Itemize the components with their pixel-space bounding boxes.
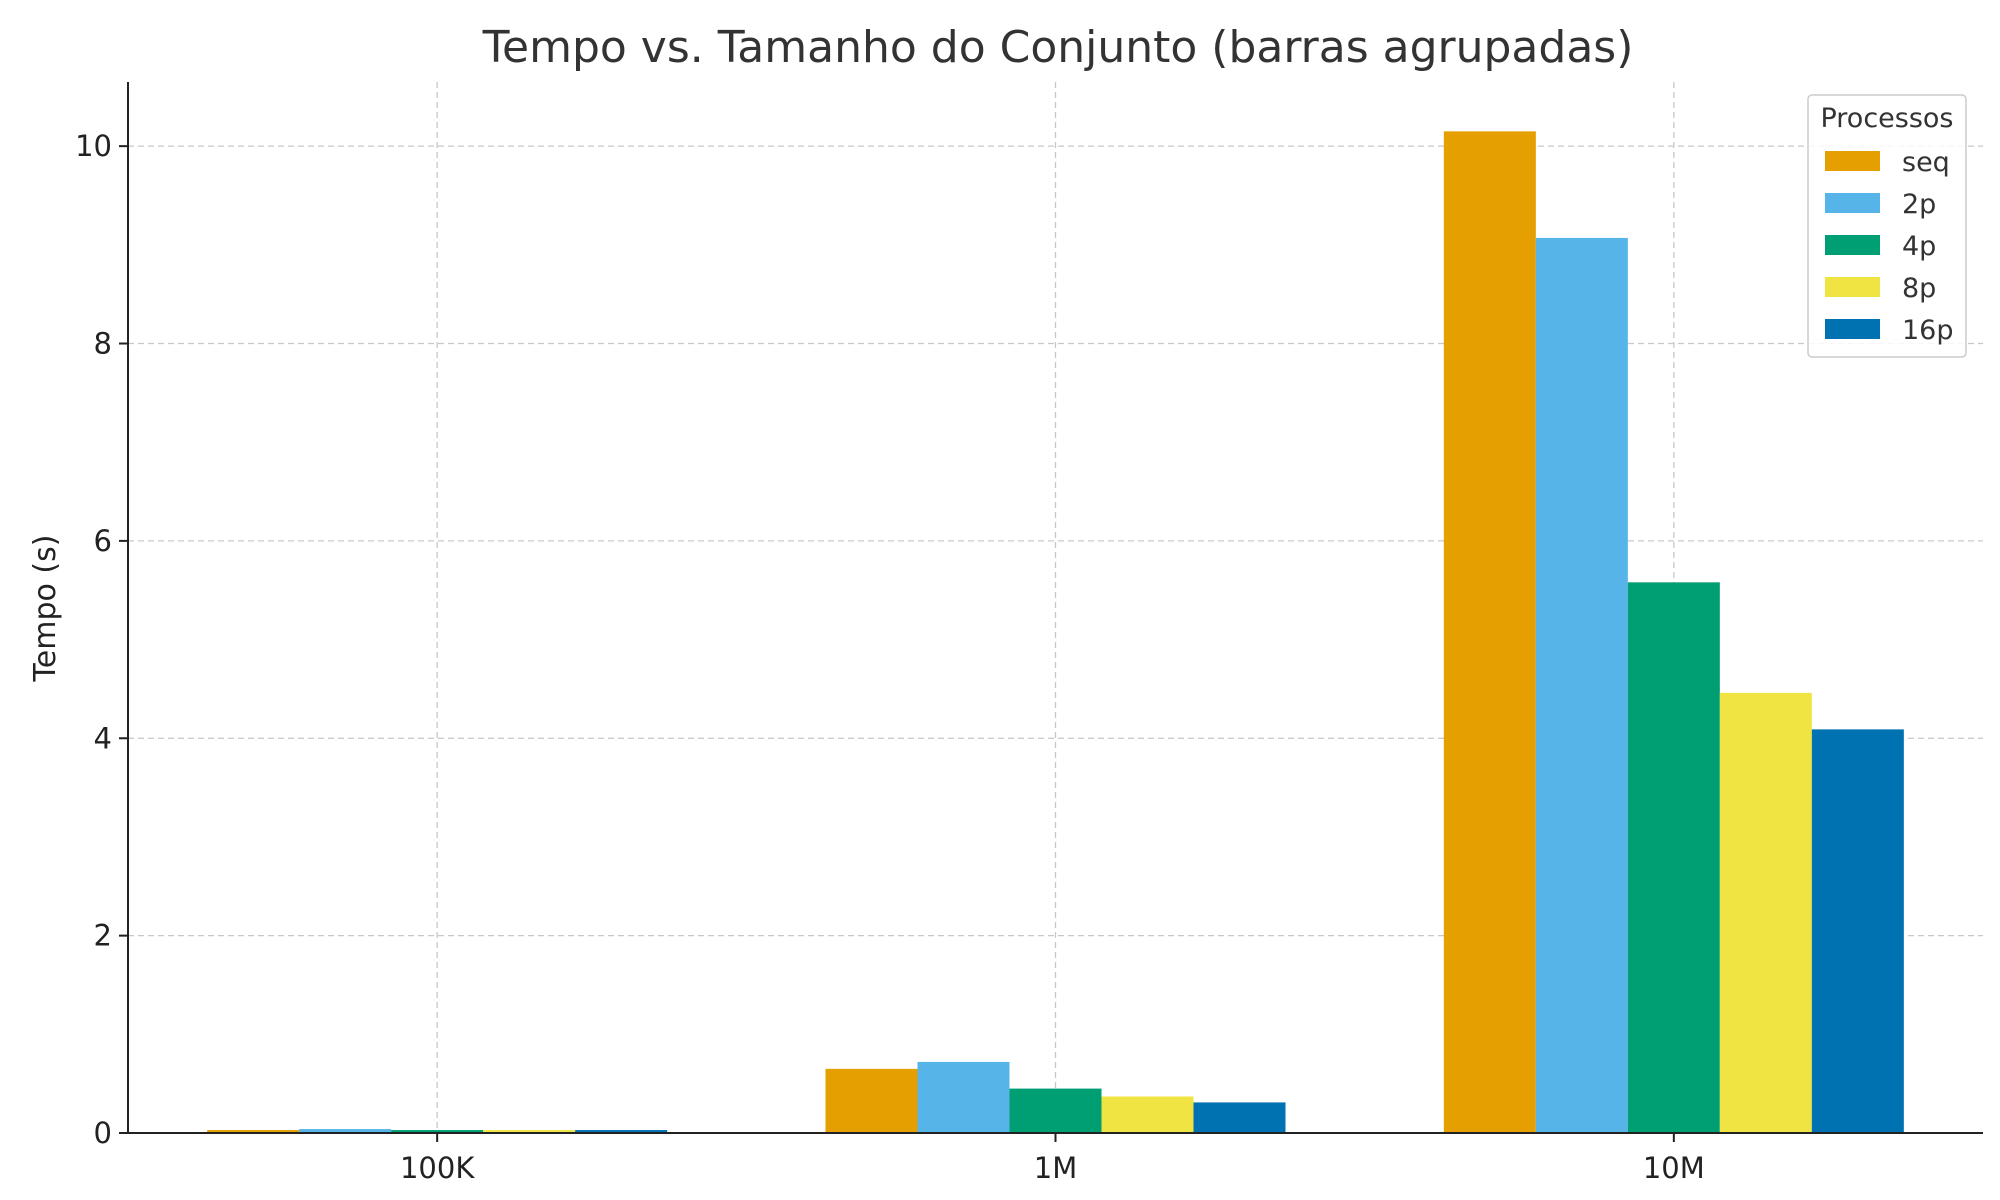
bar-8p-10M [1719,692,1812,1133]
legend-label-4p: 4p [1902,231,1936,262]
chart-title: Tempo vs. Tamanho do Conjunto (barras ag… [482,22,1634,73]
bar-4p-10M [1627,582,1720,1133]
y-ticks: 0 2 4 6 8 10 [75,129,128,1150]
legend: Processos seq 2p 4p 8p 16p [1807,94,1967,358]
y-tick-label: 4 [94,721,112,755]
bar-4p-100K [391,1130,484,1133]
legend-items: seq 2p 4p 8p 16p [1825,147,1954,346]
bar-16p-1M [1193,1102,1286,1133]
bar-seq-10M [1443,131,1536,1134]
legend-swatch-8p [1825,277,1880,297]
y-tick-label: 0 [94,1116,112,1150]
y-tick-label: 8 [94,327,112,361]
x-ticks: 100K 1M 10M [400,1133,1705,1185]
legend-swatch-2p [1825,193,1880,213]
bars [207,131,1904,1134]
bar-2p-10M [1535,237,1628,1134]
x-tick-label: 100K [400,1151,475,1185]
legend-title: Processos [1820,103,1953,134]
bar-8p-1M [1101,1096,1194,1133]
bar-2p-100K [299,1129,392,1133]
x-tick-label: 10M [1643,1151,1705,1185]
bar-seq-1M [825,1068,918,1133]
bar-4p-1M [1009,1088,1102,1133]
legend-swatch-4p [1825,235,1880,255]
bar-16p-100K [575,1130,668,1133]
legend-label-seq: seq [1902,147,1950,178]
y-tick-label: 6 [94,524,112,558]
legend-label-8p: 8p [1902,273,1936,304]
legend-swatch-16p [1825,319,1880,339]
legend-label-16p: 16p [1902,315,1954,346]
legend-label-2p: 2p [1902,189,1936,220]
legend-swatch-seq [1825,151,1880,171]
x-tick-label: 1M [1034,1151,1077,1185]
bar-2p-1M [917,1061,1010,1133]
bar-seq-100K [207,1130,300,1133]
bar-8p-100K [483,1130,576,1133]
y-axis-label: Tempo (s) [28,535,63,683]
y-tick-label: 2 [94,919,112,953]
y-tick-label: 10 [75,129,112,163]
bar-16p-10M [1811,729,1904,1133]
